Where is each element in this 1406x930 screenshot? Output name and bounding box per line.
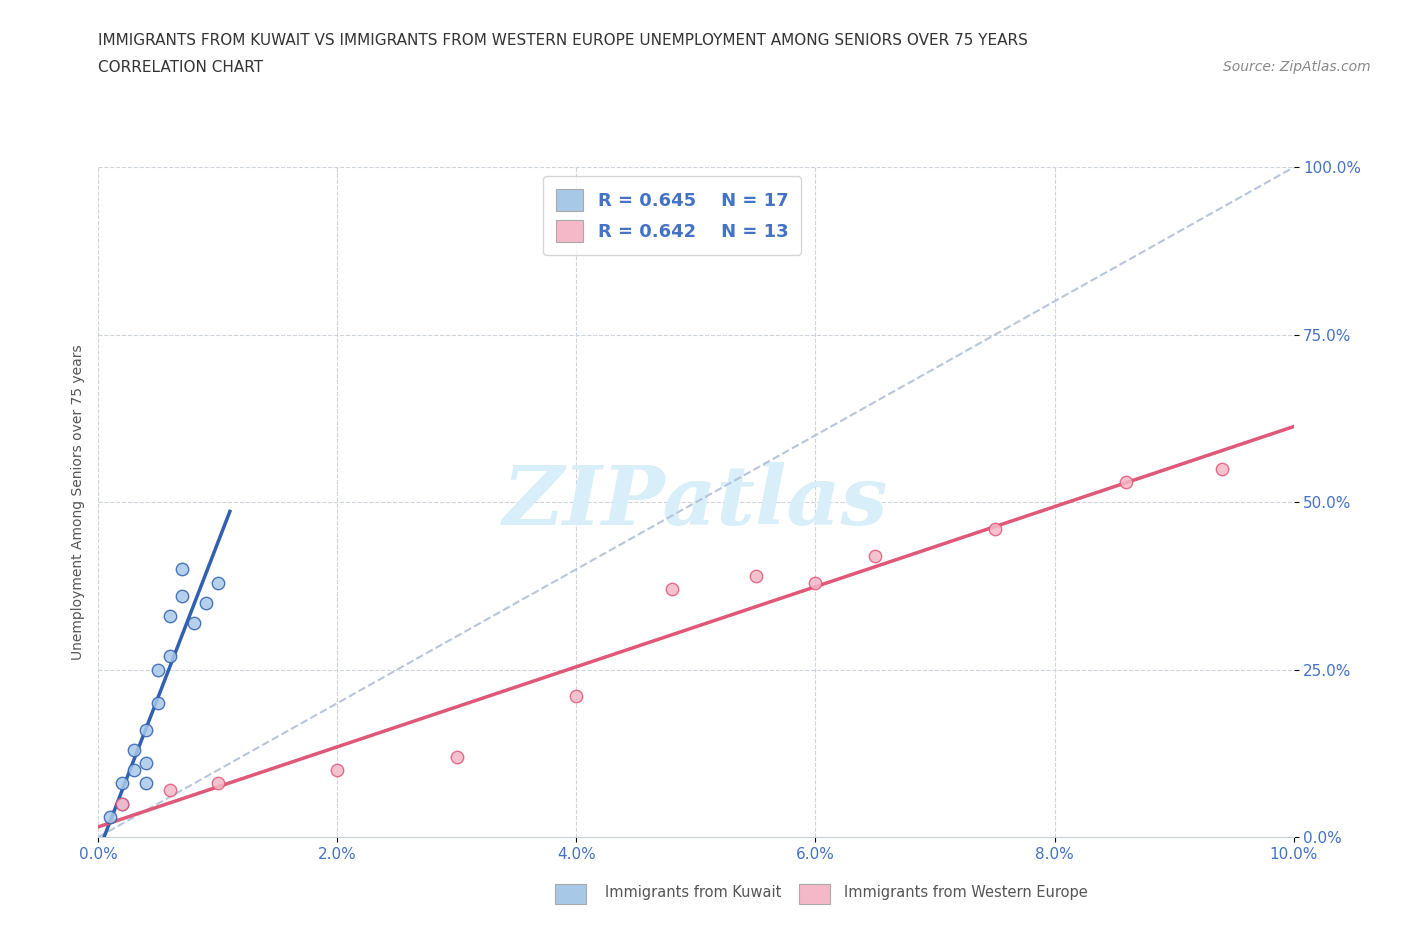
- Y-axis label: Unemployment Among Seniors over 75 years: Unemployment Among Seniors over 75 years: [70, 344, 84, 660]
- Point: [148, 696, 170, 711]
- Point: [159, 783, 181, 798]
- Point: [1211, 461, 1233, 476]
- Text: IMMIGRANTS FROM KUWAIT VS IMMIGRANTS FROM WESTERN EUROPE UNEMPLOYMENT AMONG SENI: IMMIGRANTS FROM KUWAIT VS IMMIGRANTS FRO…: [98, 33, 1028, 47]
- Point: [159, 608, 181, 623]
- Point: [172, 562, 194, 577]
- Point: [983, 522, 1005, 537]
- Point: [446, 750, 468, 764]
- Text: Immigrants from Western Europe: Immigrants from Western Europe: [844, 885, 1087, 900]
- Point: [865, 549, 887, 564]
- Point: [135, 756, 157, 771]
- Point: [661, 582, 683, 597]
- Point: [135, 723, 157, 737]
- Point: [565, 689, 588, 704]
- Point: [207, 575, 229, 590]
- Point: [111, 796, 134, 811]
- Point: [194, 595, 218, 610]
- Point: [326, 763, 349, 777]
- Point: [804, 575, 827, 590]
- Point: [159, 649, 181, 664]
- Text: Immigrants from Kuwait: Immigrants from Kuwait: [605, 885, 780, 900]
- Point: [172, 589, 194, 604]
- Point: [745, 568, 768, 583]
- Point: [135, 776, 157, 790]
- Point: [124, 742, 146, 757]
- Point: [207, 776, 229, 790]
- Text: ZIPatlas: ZIPatlas: [503, 462, 889, 542]
- Point: [148, 662, 170, 677]
- Point: [98, 809, 122, 824]
- Text: CORRELATION CHART: CORRELATION CHART: [98, 60, 263, 75]
- Point: [1115, 474, 1137, 489]
- Text: Source: ZipAtlas.com: Source: ZipAtlas.com: [1223, 60, 1371, 74]
- Point: [111, 776, 134, 790]
- Point: [124, 763, 146, 777]
- Legend: R = 0.645    N = 17, R = 0.642    N = 13: R = 0.645 N = 17, R = 0.642 N = 13: [543, 177, 801, 255]
- Point: [111, 796, 134, 811]
- Point: [183, 616, 205, 631]
